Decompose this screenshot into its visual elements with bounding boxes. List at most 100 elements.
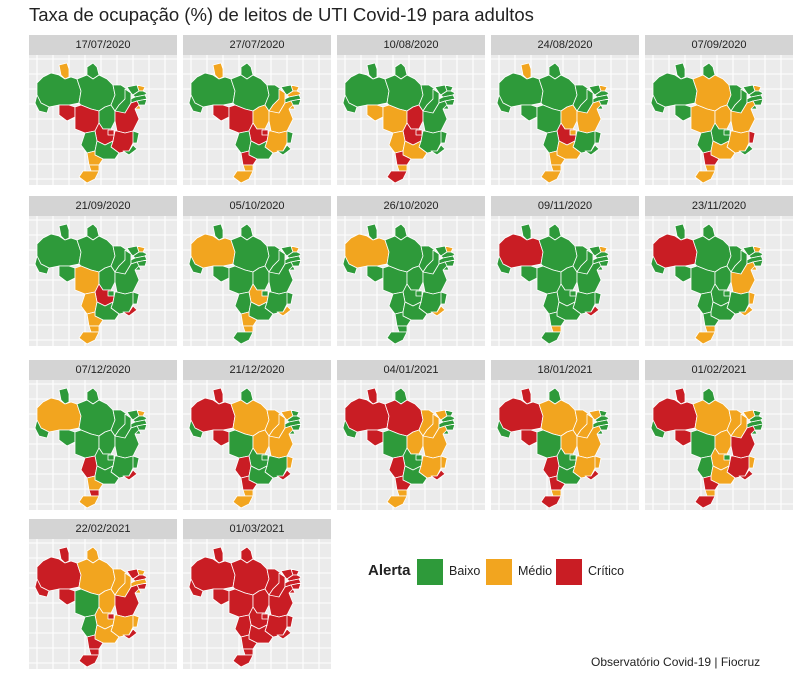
brazil-map [29, 539, 177, 669]
state-df [569, 129, 577, 136]
state-rr [58, 62, 70, 80]
state-rr [58, 387, 70, 405]
panel-date-label: 09/11/2020 [491, 196, 639, 216]
state-rs [78, 495, 100, 509]
state-es [286, 455, 294, 469]
state-es [132, 455, 140, 469]
map-panel: 09/11/2020 [491, 196, 639, 346]
state-am [190, 72, 236, 108]
legend-label-critico: Crítico [588, 564, 625, 578]
state-am [498, 397, 544, 433]
state-sc [242, 648, 254, 656]
state-rs [386, 331, 408, 345]
state-es [286, 291, 294, 305]
state-rs [540, 170, 562, 184]
state-rj [584, 144, 600, 156]
map-panel: 26/10/2020 [337, 196, 485, 346]
state-ba [114, 261, 140, 295]
state-am [344, 72, 390, 108]
state-ba [730, 425, 756, 459]
state-es [440, 130, 448, 144]
map-panel: 01/02/2021 [645, 360, 793, 510]
brazil-map [645, 380, 793, 510]
state-am [652, 233, 698, 269]
map-panel: 22/02/2021 [29, 519, 177, 669]
legend-title: Alerta [368, 562, 411, 579]
state-rr [520, 223, 532, 241]
state-rs [232, 331, 254, 345]
state-rr [212, 546, 224, 564]
state-ac [34, 94, 50, 114]
source-credit: Observatório Covid-19 | Fiocruz [591, 655, 761, 669]
state-es [594, 455, 602, 469]
state-ac [188, 255, 204, 275]
state-df [569, 290, 577, 297]
panel-date-label: 05/10/2020 [183, 196, 331, 216]
panel-date-label: 26/10/2020 [337, 196, 485, 216]
state-es [594, 291, 602, 305]
state-rs [78, 170, 100, 184]
state-rr [674, 62, 686, 80]
state-df [261, 454, 269, 461]
state-sc [88, 164, 100, 172]
state-rs [78, 331, 100, 345]
map-panel: 24/08/2020 [491, 35, 639, 185]
map-gridlines [645, 380, 793, 510]
state-rr [212, 62, 224, 80]
state-rr [520, 387, 532, 405]
legend-swatch-medio [486, 559, 512, 585]
state-rj [276, 469, 292, 481]
state-es [132, 614, 140, 628]
state-rr [212, 223, 224, 241]
map-panel: 10/08/2020 [337, 35, 485, 185]
state-es [286, 130, 294, 144]
map-panel: 21/12/2020 [183, 360, 331, 510]
state-rs [232, 170, 254, 184]
map-panel: 18/01/2021 [491, 360, 639, 510]
state-rj [584, 469, 600, 481]
state-df [261, 129, 269, 136]
state-es [132, 130, 140, 144]
state-am [498, 233, 544, 269]
state-ac [188, 578, 204, 598]
panel-date-label: 18/01/2021 [491, 360, 639, 380]
state-ac [496, 94, 512, 114]
brazil-map [645, 55, 793, 185]
brazil-map [337, 55, 485, 185]
state-sc [88, 648, 100, 656]
brazil-map [29, 380, 177, 510]
state-sc [704, 164, 716, 172]
state-rj [738, 469, 754, 481]
state-rr [58, 223, 70, 241]
panel-date-label: 01/03/2021 [183, 519, 331, 539]
state-df [107, 129, 115, 136]
state-ac [496, 419, 512, 439]
state-ac [34, 419, 50, 439]
state-rr [212, 387, 224, 405]
state-rr [674, 387, 686, 405]
state-sc [550, 164, 562, 172]
map-panel: 27/07/2020 [183, 35, 331, 185]
brazil-map [491, 55, 639, 185]
state-ba [422, 261, 448, 295]
panel-date-label: 07/12/2020 [29, 360, 177, 380]
state-am [190, 556, 236, 592]
map-panel: 07/09/2020 [645, 35, 793, 185]
state-sc [550, 325, 562, 333]
state-rs [386, 170, 408, 184]
state-ba [422, 425, 448, 459]
brazil-map [645, 216, 793, 346]
state-sc [396, 325, 408, 333]
state-df [107, 454, 115, 461]
state-ba [268, 584, 294, 618]
state-sc [396, 164, 408, 172]
panel-date-label: 07/09/2020 [645, 35, 793, 55]
state-sc [396, 489, 408, 497]
state-es [440, 291, 448, 305]
state-am [36, 556, 82, 592]
state-ba [576, 425, 602, 459]
state-rs [386, 495, 408, 509]
brazil-map [337, 380, 485, 510]
state-ac [342, 255, 358, 275]
state-ac [188, 94, 204, 114]
